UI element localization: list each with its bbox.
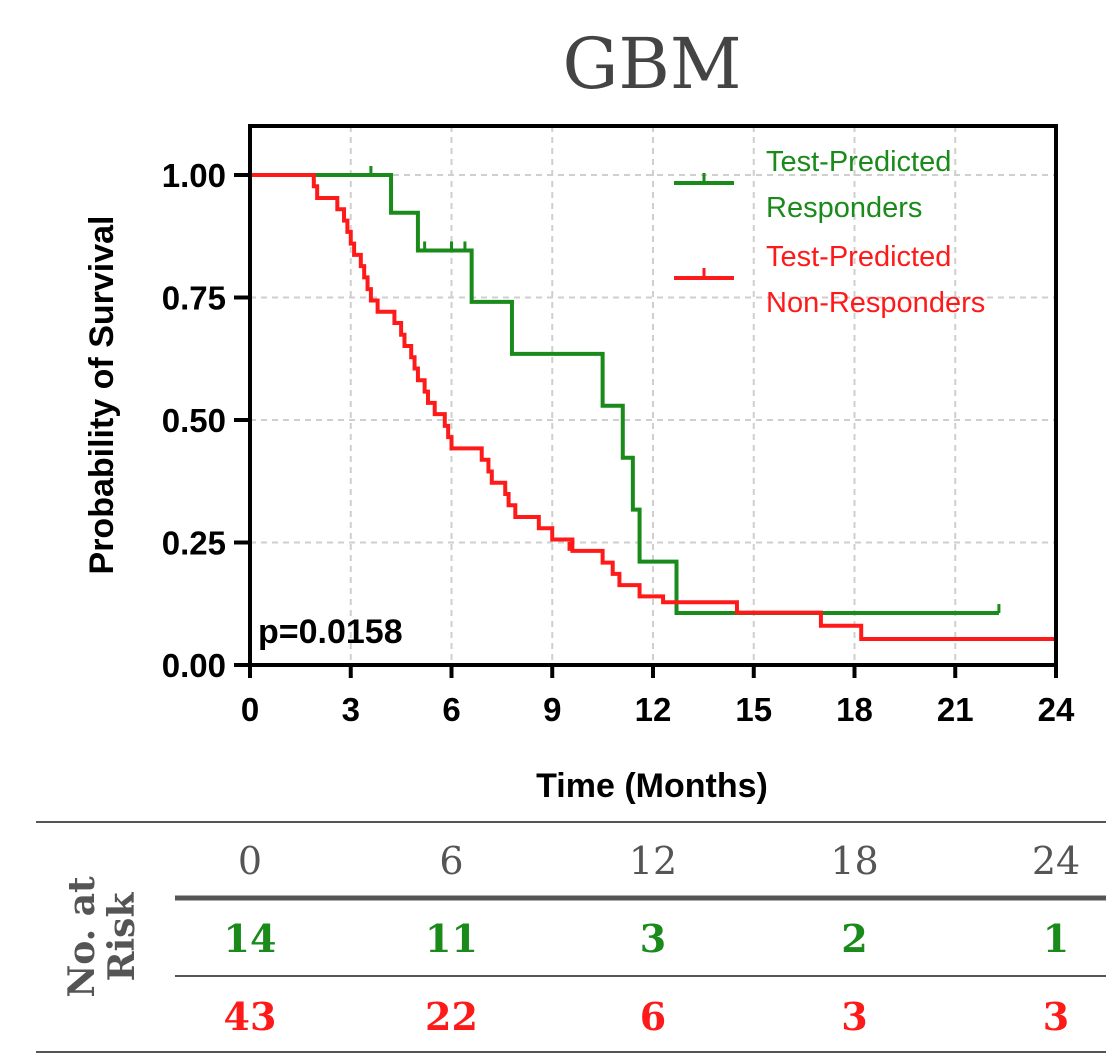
- y-tick-label: 0.50: [162, 402, 226, 439]
- risk-table-count: 43: [224, 994, 277, 1039]
- y-axis-label: Probability of Survival: [83, 216, 121, 575]
- legend-label: Responders: [766, 192, 922, 224]
- x-tick-label: 12: [635, 691, 672, 728]
- y-tick-label: 0.75: [162, 280, 226, 317]
- risk-table-count: 3: [640, 916, 666, 961]
- risk-table-label-line: Risk: [101, 892, 143, 982]
- risk-table-time-header: 0: [238, 839, 262, 883]
- legend: Test-Predicted Responders Test-Predicted No…: [674, 146, 985, 319]
- legend-label: Non-Responders: [766, 287, 985, 319]
- x-tick-label: 3: [342, 691, 360, 728]
- risk-table-time-header: 18: [830, 839, 878, 883]
- p-value-annotation: p=0.0158: [258, 613, 403, 651]
- legend-label: Test-Predicted: [766, 241, 951, 273]
- risk-table-count: 11: [425, 916, 478, 961]
- risk-table-count: 14: [224, 916, 277, 961]
- x-tick-label: 24: [1038, 691, 1075, 728]
- risk-table-time-header: 6: [439, 839, 463, 883]
- y-tick-label: 0.00: [162, 647, 226, 684]
- legend-label: Test-Predicted: [766, 146, 951, 178]
- y-tick-label: 0.25: [162, 525, 226, 562]
- risk-table-count: 3: [1043, 994, 1069, 1039]
- risk-table-count: 22: [425, 994, 478, 1039]
- chart-title: GBM: [562, 23, 741, 105]
- x-tick-label: 0: [241, 691, 259, 728]
- x-tick-label: 6: [442, 691, 460, 728]
- risk-table-label-line: No. at: [61, 876, 103, 998]
- x-tick-label: 9: [543, 691, 561, 728]
- x-tick-label: 21: [937, 691, 974, 728]
- survival-curve-responders: [250, 173, 999, 616]
- y-tick-label: 1.00: [162, 157, 226, 194]
- survival-curves: [250, 166, 1058, 642]
- grid: [250, 126, 1056, 665]
- risk-table-count: 6: [640, 994, 666, 1039]
- risk-table-time-header: 24: [1032, 839, 1080, 883]
- x-tick-label: 15: [735, 691, 772, 728]
- risk-table-count: 1: [1043, 916, 1069, 961]
- x-tick-label: 18: [836, 691, 873, 728]
- risk-table-count: 2: [841, 916, 867, 961]
- risk-table-count: 3: [841, 994, 867, 1039]
- risk-table-time-header: 12: [629, 839, 677, 883]
- survival-curve-non-responders: [250, 173, 1056, 642]
- axes: 0 3 6 9 12 15 18 21 24 0.00 0.25 0.50 0.75 1.00: [162, 157, 1075, 728]
- x-axis-label: Time (Months): [536, 767, 768, 805]
